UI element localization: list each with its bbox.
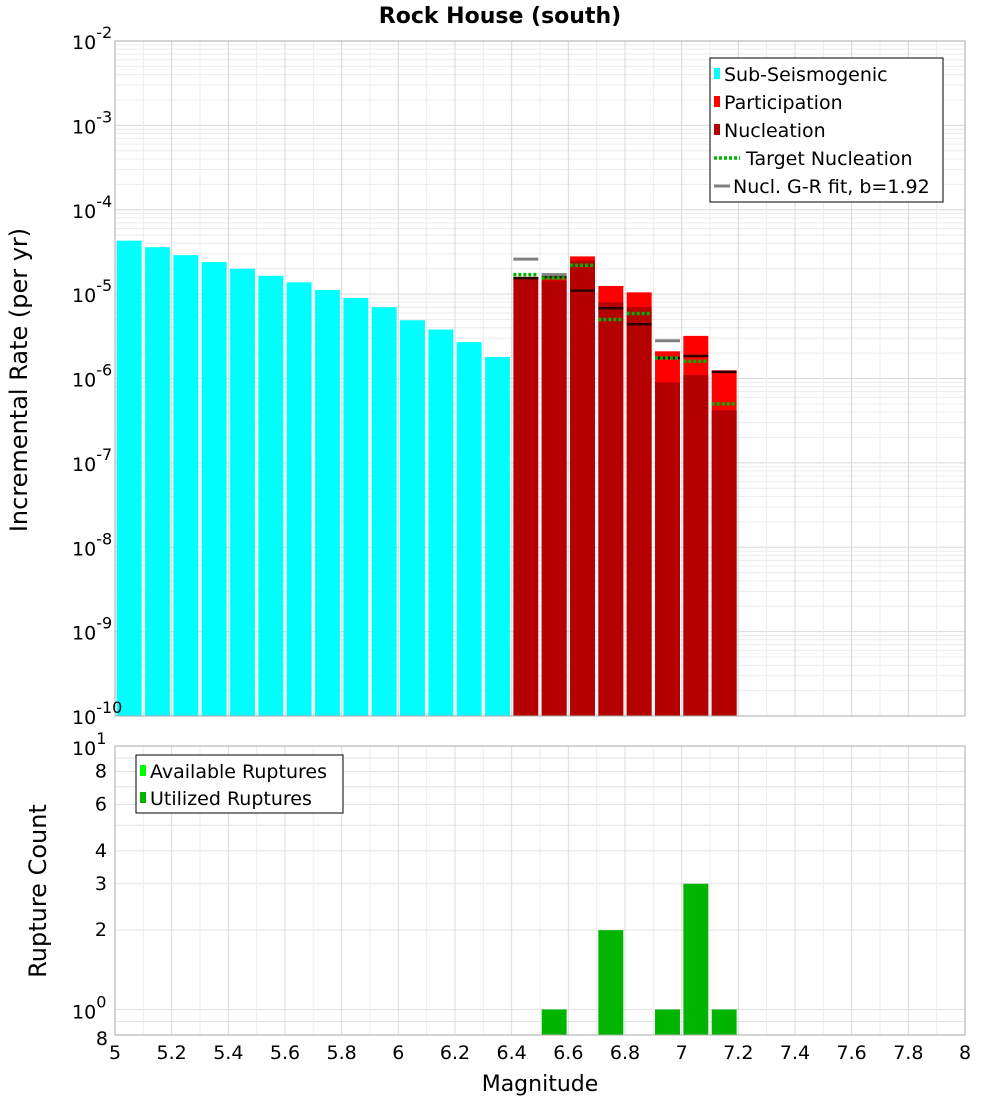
top-y-tick-label: 10-5 xyxy=(72,276,112,307)
utilized-ruptures-bar xyxy=(655,1009,680,1035)
bottom-y-minor-tick-label: 2 xyxy=(95,919,107,941)
bottom-legend: Available Ruptures Utilized Ruptures xyxy=(135,754,344,814)
bottom-legend-box xyxy=(135,754,344,814)
top-y-tick-label: 10-7 xyxy=(72,445,112,476)
nucleation-bar xyxy=(711,410,737,716)
legend-swatch xyxy=(140,792,146,803)
x-tick-label: 7.8 xyxy=(893,1042,923,1064)
legend-swatch xyxy=(714,68,720,79)
legend-label: Sub-Seismogenic xyxy=(724,64,888,86)
top-legend-box xyxy=(709,57,944,203)
legend-label: Participation xyxy=(724,92,843,114)
legend-swatch xyxy=(714,124,720,135)
bottom-y-minor-tick-label: 3 xyxy=(95,873,107,895)
sub-seismogenic-bar xyxy=(116,240,142,717)
sub-seismogenic-bar xyxy=(371,307,397,716)
x-tick-label: 6.2 xyxy=(440,1042,470,1064)
sub-seismogenic-bar xyxy=(201,262,227,716)
bottom-y-minor-tick-label: 8 xyxy=(95,761,107,783)
sub-seismogenic-bar xyxy=(485,356,510,716)
sub-seismogenic-bar xyxy=(456,342,482,716)
x-tick-label: 7 xyxy=(676,1042,688,1064)
legend-label: Nucl. G-R fit, b=1.92 xyxy=(733,176,930,198)
x-tick-label: 5.4 xyxy=(213,1042,243,1064)
bottom-y-axis-label: Rupture Count xyxy=(24,804,52,978)
sub-seismogenic-bar xyxy=(145,247,170,716)
x-tick-label: 8 xyxy=(959,1042,971,1064)
nucleation-bar xyxy=(683,375,709,716)
bottom-x-tick-labels: 5 5.2 5.4 5.6 5.8 6 6.2 6.4 6.6 6.8 7 7.2 7.4 7.6 7.8 8 xyxy=(109,1042,971,1064)
sub-seismogenic-bar xyxy=(428,329,454,716)
top-legend: Sub-Seismogenic Participation Nucleation Ta… xyxy=(709,57,944,203)
x-tick-label: 5.2 xyxy=(157,1042,187,1064)
bottom-y-minor-tick-label: 6 xyxy=(95,793,107,815)
sub-seismogenic-bar xyxy=(400,320,425,716)
x-tick-label: 6.8 xyxy=(610,1042,640,1064)
bottom-bars xyxy=(541,883,737,1035)
top-y-tick-label: 10-2 xyxy=(72,23,112,54)
utilized-ruptures-bar xyxy=(541,1009,567,1035)
bottom-y-major-tick-label: 100 xyxy=(72,992,106,1023)
legend-label: Nucleation xyxy=(724,120,826,142)
chart-title: Rock House (south) xyxy=(379,4,621,29)
legend-label: Available Ruptures xyxy=(150,761,327,783)
sub-seismogenic-bar xyxy=(343,297,369,716)
sub-seismogenic-bar xyxy=(286,282,312,716)
nucleation-bar xyxy=(655,382,680,716)
utilized-ruptures-bar xyxy=(598,930,624,1035)
utilized-ruptures-bar xyxy=(711,1009,737,1035)
x-tick-label: 5.8 xyxy=(327,1042,357,1064)
x-tick-label: 5.6 xyxy=(270,1042,300,1064)
legend-label: Utilized Ruptures xyxy=(150,788,312,810)
legend-label: Target Nucleation xyxy=(745,148,913,170)
bottom-plot-frame xyxy=(114,745,966,1036)
nucleation-bar xyxy=(513,276,539,716)
utilized-ruptures-bar xyxy=(683,883,709,1035)
top-y-tick-label: 10-9 xyxy=(72,614,112,645)
x-tick-label: 7.6 xyxy=(837,1042,867,1064)
sub-seismogenic-bar xyxy=(230,268,255,716)
x-tick-label: 6.6 xyxy=(553,1042,583,1064)
x-tick-label: 7.2 xyxy=(723,1042,753,1064)
bottom-y-major-tick-label: 101 xyxy=(72,729,106,760)
x-tick-label: 5 xyxy=(109,1042,121,1064)
x-tick-label: 7.4 xyxy=(780,1042,810,1064)
sub-seismogenic-bar xyxy=(258,275,284,716)
sub-seismogenic-bar xyxy=(173,255,199,716)
top-y-tick-label: 10-4 xyxy=(72,192,112,223)
bottom-y-minor-tick-label: 8 xyxy=(96,1028,108,1050)
top-y-tick-label: 10-10 xyxy=(72,698,122,729)
top-y-tick-label: 10-8 xyxy=(72,529,112,560)
nucleation-bar xyxy=(598,302,624,716)
top-bars xyxy=(116,240,737,717)
top-plot: 10-10 10-9 10-8 10-7 10-6 10-5 10-4 10-3 10-2 In… xyxy=(5,23,966,729)
top-y-tick-label: 10-3 xyxy=(72,107,112,138)
bottom-y-minor-tick-label: 4 xyxy=(95,840,107,862)
nucleation-bar xyxy=(541,280,567,716)
x-axis-label: Magnitude xyxy=(482,1072,599,1097)
nucleation-bar xyxy=(626,307,652,716)
top-y-axis-label: Incremental Rate (per yr) xyxy=(5,228,33,532)
nucleation-bar xyxy=(570,260,595,716)
sub-seismogenic-bar xyxy=(315,289,340,716)
top-markers xyxy=(513,257,737,406)
top-y-tick-label: 10-6 xyxy=(72,361,112,392)
x-tick-label: 6.4 xyxy=(497,1042,527,1064)
top-y-tick-labels: 10-10 10-9 10-8 10-7 10-6 10-5 10-4 10-3 10-2 xyxy=(72,23,122,729)
legend-swatch xyxy=(140,765,146,776)
top-plot-frame xyxy=(114,40,966,717)
legend-swatch xyxy=(714,96,720,107)
x-tick-label: 6 xyxy=(392,1042,404,1064)
